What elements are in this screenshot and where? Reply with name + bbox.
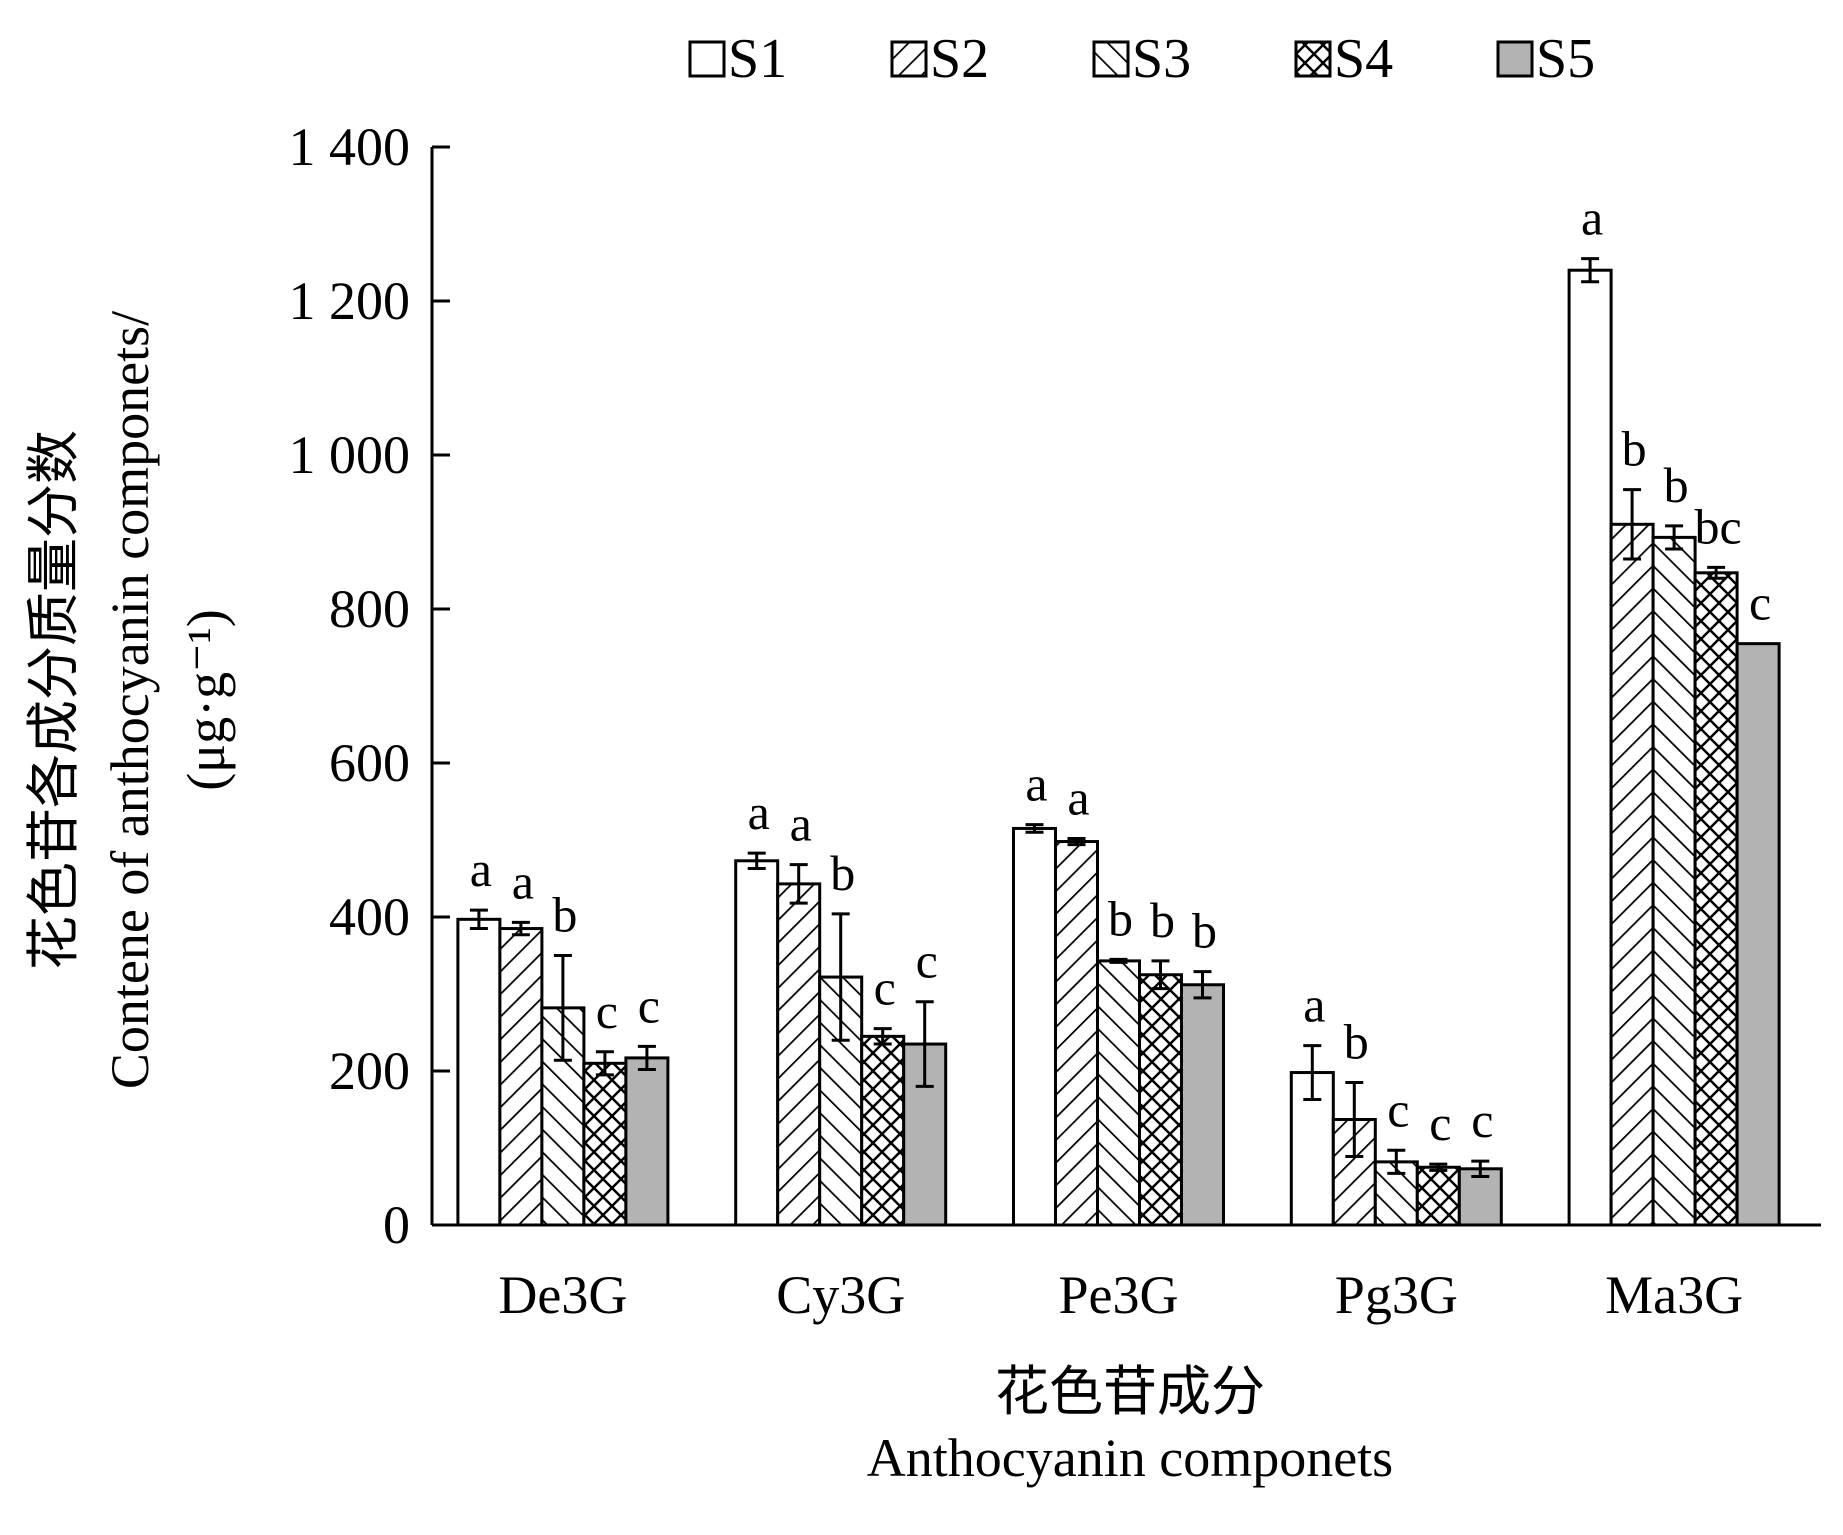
bar-group-de3g: a abc c [456,841,670,1227]
significance-letter: a [1067,769,1089,825]
legend-label: S5 [1536,28,1595,90]
bar-pe3g-s1 [1012,826,1057,1227]
bar-pe3g-s4 [1138,973,1183,1227]
bar-pg3g-s5 [1457,1167,1503,1227]
significance-letter: b [1192,903,1217,959]
significance-letter: b [552,887,577,943]
bar-de3g-s3 [540,1006,586,1227]
significance-letter: a [512,853,534,909]
significance-letter: a [790,796,812,852]
bar-ma3g-s3 [1651,535,1697,1227]
x-axis-title-en: Anthocyanin componets [867,1428,1393,1488]
significance-letter: b [1664,457,1689,513]
legend-swatch [1294,40,1332,78]
legend-item-s4: S4 [1294,28,1393,90]
legend-label: S4 [1334,28,1393,90]
y-axis-unit: (μg·g⁻¹) [176,609,236,791]
significance-letter: a [1303,977,1325,1033]
significance-letter: bc [1694,498,1741,554]
bar-pe3g-s2 [1054,840,1099,1227]
legend-item-s2: S2 [890,28,989,90]
bar-ma3g-s5 [1735,642,1781,1227]
bar-group-cy3g: a abc c [734,784,948,1227]
significance-letter: c [1749,575,1771,631]
legend-swatch [1496,40,1534,78]
x-tick-label: Pe3G [1059,1265,1179,1325]
significance-letter: c [1387,1081,1409,1137]
x-tick-label: Cy3G [776,1265,905,1325]
significance-letter: c [874,960,896,1016]
legend-swatch [1092,40,1130,78]
bar-cy3g-s2 [776,882,822,1227]
y-tick-label: 200 [329,1041,410,1101]
bar-de3g-s5 [624,1056,670,1227]
bar-cy3g-s4 [860,1034,906,1227]
y-tick-label: 1 200 [289,271,411,331]
legend-swatch [890,40,928,78]
x-tick-label: Ma3G [1605,1265,1743,1325]
bar-group-pe3g: a ab b b [1012,756,1225,1227]
significance-letter: a [1581,190,1603,246]
significance-letter: a [748,784,770,840]
bar-de3g-s2 [498,927,544,1227]
legend-item-s3: S3 [1092,28,1191,90]
y-tick-label: 1 000 [289,425,411,485]
significance-letter: c [638,977,660,1033]
legend-label: S3 [1132,28,1191,90]
x-axis: De3G Cy3G Pe3G Pg3G Ma3G [432,1223,1821,1325]
legend-label: S1 [728,28,787,90]
bar-ma3g-s1 [1567,268,1613,1227]
x-tick-label: De3G [498,1265,627,1325]
y-tick-label: 800 [329,579,410,639]
bar-ma3g-s4 [1693,571,1739,1227]
significance-letter: a [470,841,492,897]
y-axis: 0 200 400 600 800 1 000 1 200 1 400 [289,117,450,1255]
significance-letter: b [1108,890,1133,946]
bar-pe3g-s5 [1180,983,1225,1227]
significance-letter: b [830,845,855,901]
bar-cy3g-s1 [734,859,780,1227]
significance-letter: a [1025,756,1047,812]
bar-pg3g-s4 [1415,1165,1461,1227]
legend-label: S2 [930,28,989,90]
significance-letter: c [1429,1095,1451,1151]
y-tick-label: 400 [329,887,410,947]
y-tick-label: 1 400 [289,117,411,177]
significance-letter: c [1471,1092,1493,1148]
x-axis-title: 花色苷成分 [995,1362,1265,1422]
y-tick-label: 0 [383,1195,410,1255]
y-axis-title-en: Contene of anthocyanin componets/ [100,311,160,1089]
significance-letter: b [1622,421,1647,477]
legend-item-s1: S1 [688,28,787,90]
x-tick-label: Pg3G [1335,1265,1458,1325]
y-tick-label: 600 [329,733,410,793]
significance-letter: b [1344,1014,1369,1070]
bar-de3g-s4 [582,1061,628,1227]
significance-letter: b [1150,892,1175,948]
bar-group-pg3g: abc c c [1289,977,1503,1227]
legend-swatch [688,40,726,78]
bar-pe3g-s3 [1096,959,1141,1227]
legend-item-s5: S5 [1496,28,1595,90]
y-axis-title: 花色苷各成分质量分数 [24,430,84,970]
bar-de3g-s1 [456,917,502,1227]
legend: S1 S2 S3 S4 S5 [688,28,1595,90]
significance-letter: c [916,933,938,989]
bar-ma3g-s2 [1609,522,1655,1227]
significance-letter: c [596,983,618,1039]
